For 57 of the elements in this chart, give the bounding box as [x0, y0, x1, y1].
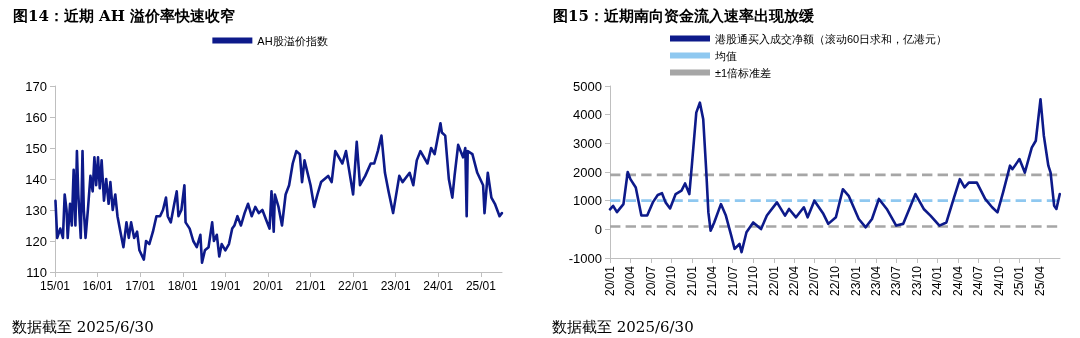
- x-tick-label: 24/10: [991, 265, 1006, 297]
- y-tick-label: -1000: [568, 250, 602, 266]
- y-tick-label: 170: [25, 78, 47, 94]
- chart-title: 图14：近期 AH 溢价率快速收窄: [13, 6, 236, 25]
- y-tick-label: 120: [25, 233, 47, 249]
- x-tick-label: 20/07: [643, 265, 658, 297]
- x-tick-label: 25/04: [1032, 265, 1047, 297]
- y-tick-label: 130: [25, 202, 47, 218]
- x-tick-label: 24/04: [950, 265, 965, 297]
- y-tick-label: 5000: [573, 78, 602, 94]
- line-series: [54, 121, 504, 264]
- x-tick-label: 21/01: [685, 265, 700, 297]
- y-tick-label: 0: [594, 221, 602, 237]
- legend-label: ±1倍标准差: [715, 66, 772, 79]
- x-tick-label: 25/01: [465, 279, 497, 293]
- x-tick-label: 23/01: [380, 279, 412, 293]
- x-tick-label: 24/01: [423, 279, 454, 293]
- x-tick-label: 20/10: [664, 265, 679, 297]
- x-tick-label: 17/01: [125, 279, 156, 293]
- y-tick-label: 140: [25, 171, 47, 187]
- x-tick-label: 20/04: [623, 265, 638, 297]
- x-tick-label: 21/10: [746, 265, 761, 297]
- x-tick-label: 21/01: [295, 279, 326, 293]
- x-tick-label: 24/01: [930, 265, 945, 297]
- x-tick-label: 25/01: [1012, 265, 1027, 297]
- x-tick-label: 22/04: [786, 265, 801, 297]
- y-tick-label: 110: [26, 264, 47, 280]
- y-tick-label: 1000: [573, 193, 602, 209]
- x-tick-label: 20/01: [252, 279, 284, 293]
- x-tick-label: 23/04: [868, 265, 883, 297]
- x-tick-label: 23/10: [909, 265, 924, 297]
- y-tick-label: 2000: [573, 164, 602, 180]
- x-tick-label: 23/07: [889, 265, 904, 297]
- text: 数据截至 2025/6/30: [12, 317, 154, 336]
- x-tick-label: 23/01: [848, 265, 863, 297]
- x-tick-label: 18/01: [167, 279, 199, 293]
- y-tick-label: 160: [25, 109, 47, 125]
- x-tick-label: 20/01: [603, 265, 617, 297]
- text: 数据截至 2025/6/30: [552, 317, 694, 336]
- chart-title: 图15：近期南向资金流入速率出现放缓: [553, 6, 815, 25]
- x-tick-label: 15/01: [39, 279, 71, 293]
- y-tick-label: 4000: [573, 107, 602, 123]
- legend-label: 均值: [714, 49, 737, 62]
- x-tick-label: 19/01: [210, 279, 241, 293]
- x-tick-label: 22/07: [807, 265, 822, 297]
- x-tick-label: 16/01: [82, 279, 113, 293]
- y-tick-label: 150: [25, 140, 47, 156]
- x-tick-label: 24/07: [971, 265, 986, 297]
- x-tick-label: 21/04: [705, 265, 720, 297]
- x-tick-label: 22/10: [828, 265, 842, 297]
- x-tick-label: 21/07: [725, 265, 740, 297]
- legend-label: AH股溢价指数: [257, 34, 328, 47]
- x-tick-label: 22/01: [338, 279, 369, 293]
- x-tick-label: 22/01: [766, 265, 781, 297]
- y-tick-label: 3000: [573, 135, 602, 151]
- line-series: [608, 97, 1062, 254]
- legend-label: 港股通买入成交净额（滚动60日求和，亿港元）: [715, 32, 948, 45]
